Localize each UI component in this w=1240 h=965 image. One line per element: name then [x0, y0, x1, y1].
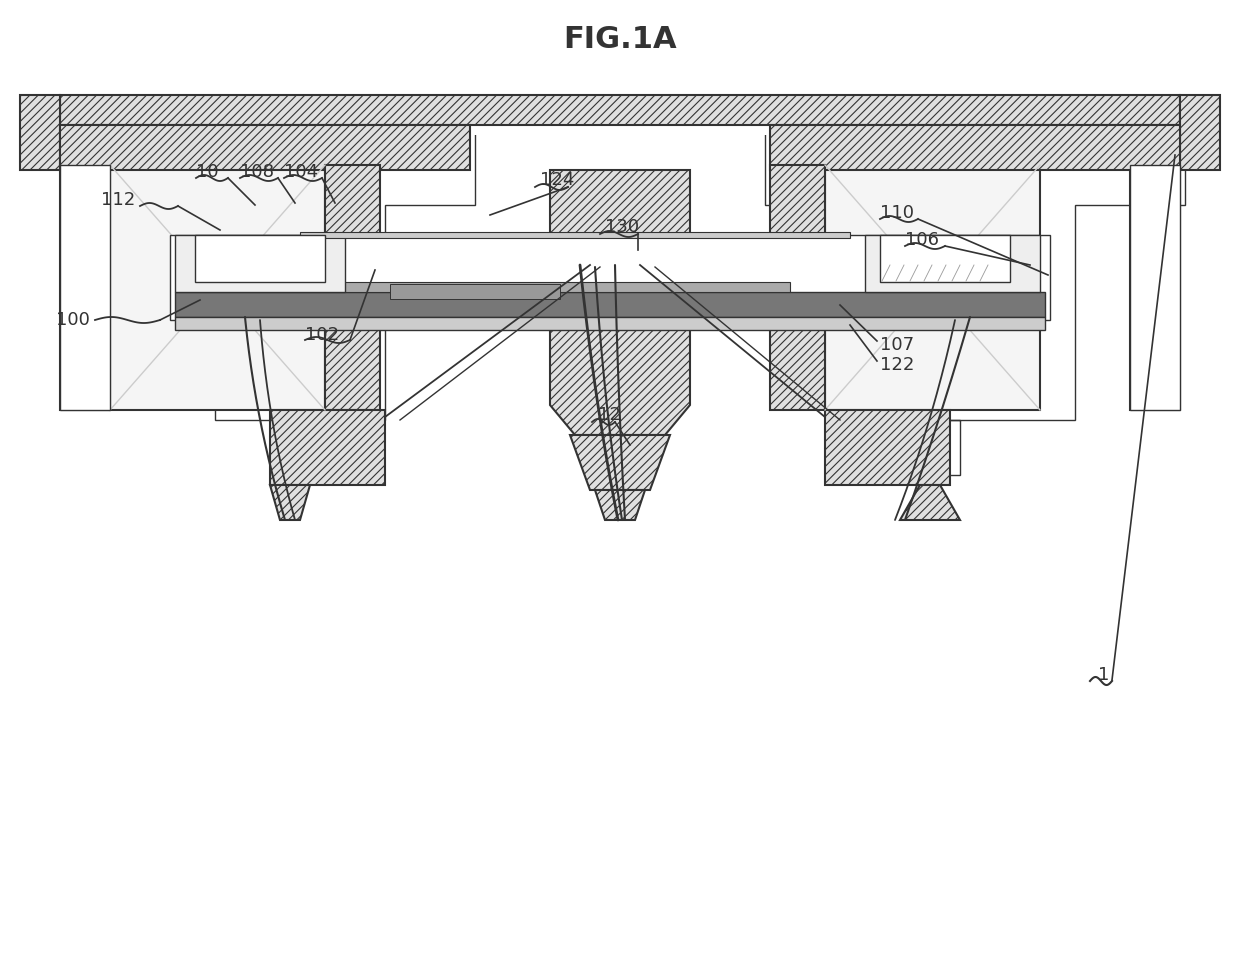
Text: 104: 104	[284, 163, 319, 181]
Bar	[1130, 165, 1180, 410]
Text: 124: 124	[539, 171, 574, 189]
Bar	[110, 165, 325, 410]
Bar	[825, 165, 1040, 410]
Text: 102: 102	[305, 326, 339, 344]
Text: 108: 108	[241, 163, 274, 181]
Text: 112: 112	[100, 191, 135, 209]
Bar	[300, 232, 849, 238]
Bar	[60, 165, 110, 410]
Bar	[20, 95, 60, 170]
Polygon shape	[270, 410, 384, 485]
Bar	[1130, 165, 1180, 410]
Text: 12: 12	[598, 406, 621, 424]
Bar	[866, 235, 1040, 292]
Bar	[170, 235, 1050, 320]
Polygon shape	[765, 125, 1185, 475]
Bar	[175, 235, 345, 292]
Bar	[175, 317, 1045, 330]
Polygon shape	[595, 490, 645, 520]
Text: 1: 1	[1097, 666, 1110, 684]
Text: 107: 107	[880, 336, 914, 354]
Polygon shape	[825, 410, 950, 485]
Bar	[195, 235, 325, 282]
Bar	[60, 125, 470, 170]
Bar	[1180, 95, 1220, 170]
Bar	[391, 284, 560, 299]
Text: 110: 110	[880, 204, 914, 222]
Text: FIG.1A: FIG.1A	[563, 25, 677, 54]
Bar	[60, 95, 1180, 125]
Bar	[880, 235, 1011, 282]
Bar	[770, 125, 1180, 170]
Text: 130: 130	[605, 218, 639, 236]
Text: 122: 122	[880, 356, 914, 374]
Text: 106: 106	[905, 231, 939, 249]
Text: 100: 100	[56, 311, 91, 329]
Bar	[60, 165, 110, 410]
Polygon shape	[570, 435, 670, 490]
Polygon shape	[55, 125, 475, 475]
Bar	[250, 282, 790, 292]
Bar	[325, 165, 379, 410]
Bar	[175, 292, 1045, 317]
Polygon shape	[900, 485, 960, 520]
Bar	[20, 95, 1220, 135]
Bar	[770, 165, 825, 410]
Text: 10: 10	[196, 163, 218, 181]
Polygon shape	[270, 485, 310, 520]
Polygon shape	[551, 170, 689, 435]
